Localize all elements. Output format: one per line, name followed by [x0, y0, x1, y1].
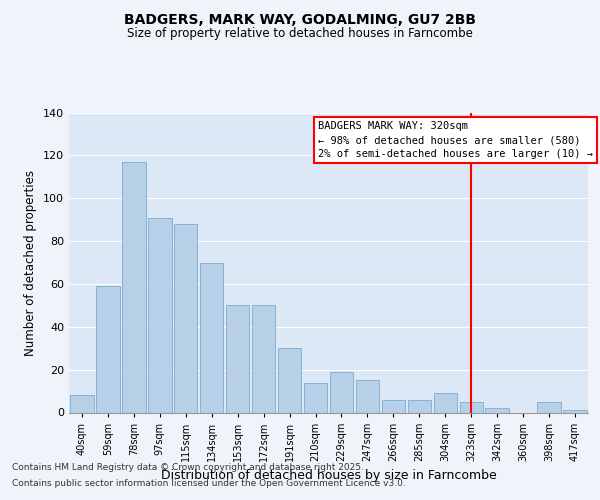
Bar: [407, 400, 431, 412]
Bar: [434, 393, 457, 412]
Bar: [148, 218, 172, 412]
Bar: [278, 348, 301, 412]
Bar: [330, 372, 353, 412]
Bar: [174, 224, 197, 412]
Bar: [200, 262, 223, 412]
Text: Contains public sector information licensed under the Open Government Licence v3: Contains public sector information licen…: [12, 478, 406, 488]
Bar: [252, 306, 275, 412]
Y-axis label: Number of detached properties: Number of detached properties: [25, 170, 37, 356]
Bar: [563, 410, 587, 412]
Bar: [538, 402, 561, 412]
Bar: [356, 380, 379, 412]
Text: Size of property relative to detached houses in Farncombe: Size of property relative to detached ho…: [127, 28, 473, 40]
Bar: [460, 402, 483, 412]
Bar: [96, 286, 119, 412]
Text: BADGERS, MARK WAY, GODALMING, GU7 2BB: BADGERS, MARK WAY, GODALMING, GU7 2BB: [124, 12, 476, 26]
Bar: [122, 162, 146, 412]
Bar: [382, 400, 405, 412]
Bar: [304, 382, 327, 412]
Text: BADGERS MARK WAY: 320sqm
← 98% of detached houses are smaller (580)
2% of semi-d: BADGERS MARK WAY: 320sqm ← 98% of detach…: [318, 121, 593, 159]
X-axis label: Distribution of detached houses by size in Farncombe: Distribution of detached houses by size …: [161, 469, 496, 482]
Bar: [485, 408, 509, 412]
Text: Contains HM Land Registry data © Crown copyright and database right 2025.: Contains HM Land Registry data © Crown c…: [12, 464, 364, 472]
Bar: [226, 306, 250, 412]
Bar: [70, 396, 94, 412]
